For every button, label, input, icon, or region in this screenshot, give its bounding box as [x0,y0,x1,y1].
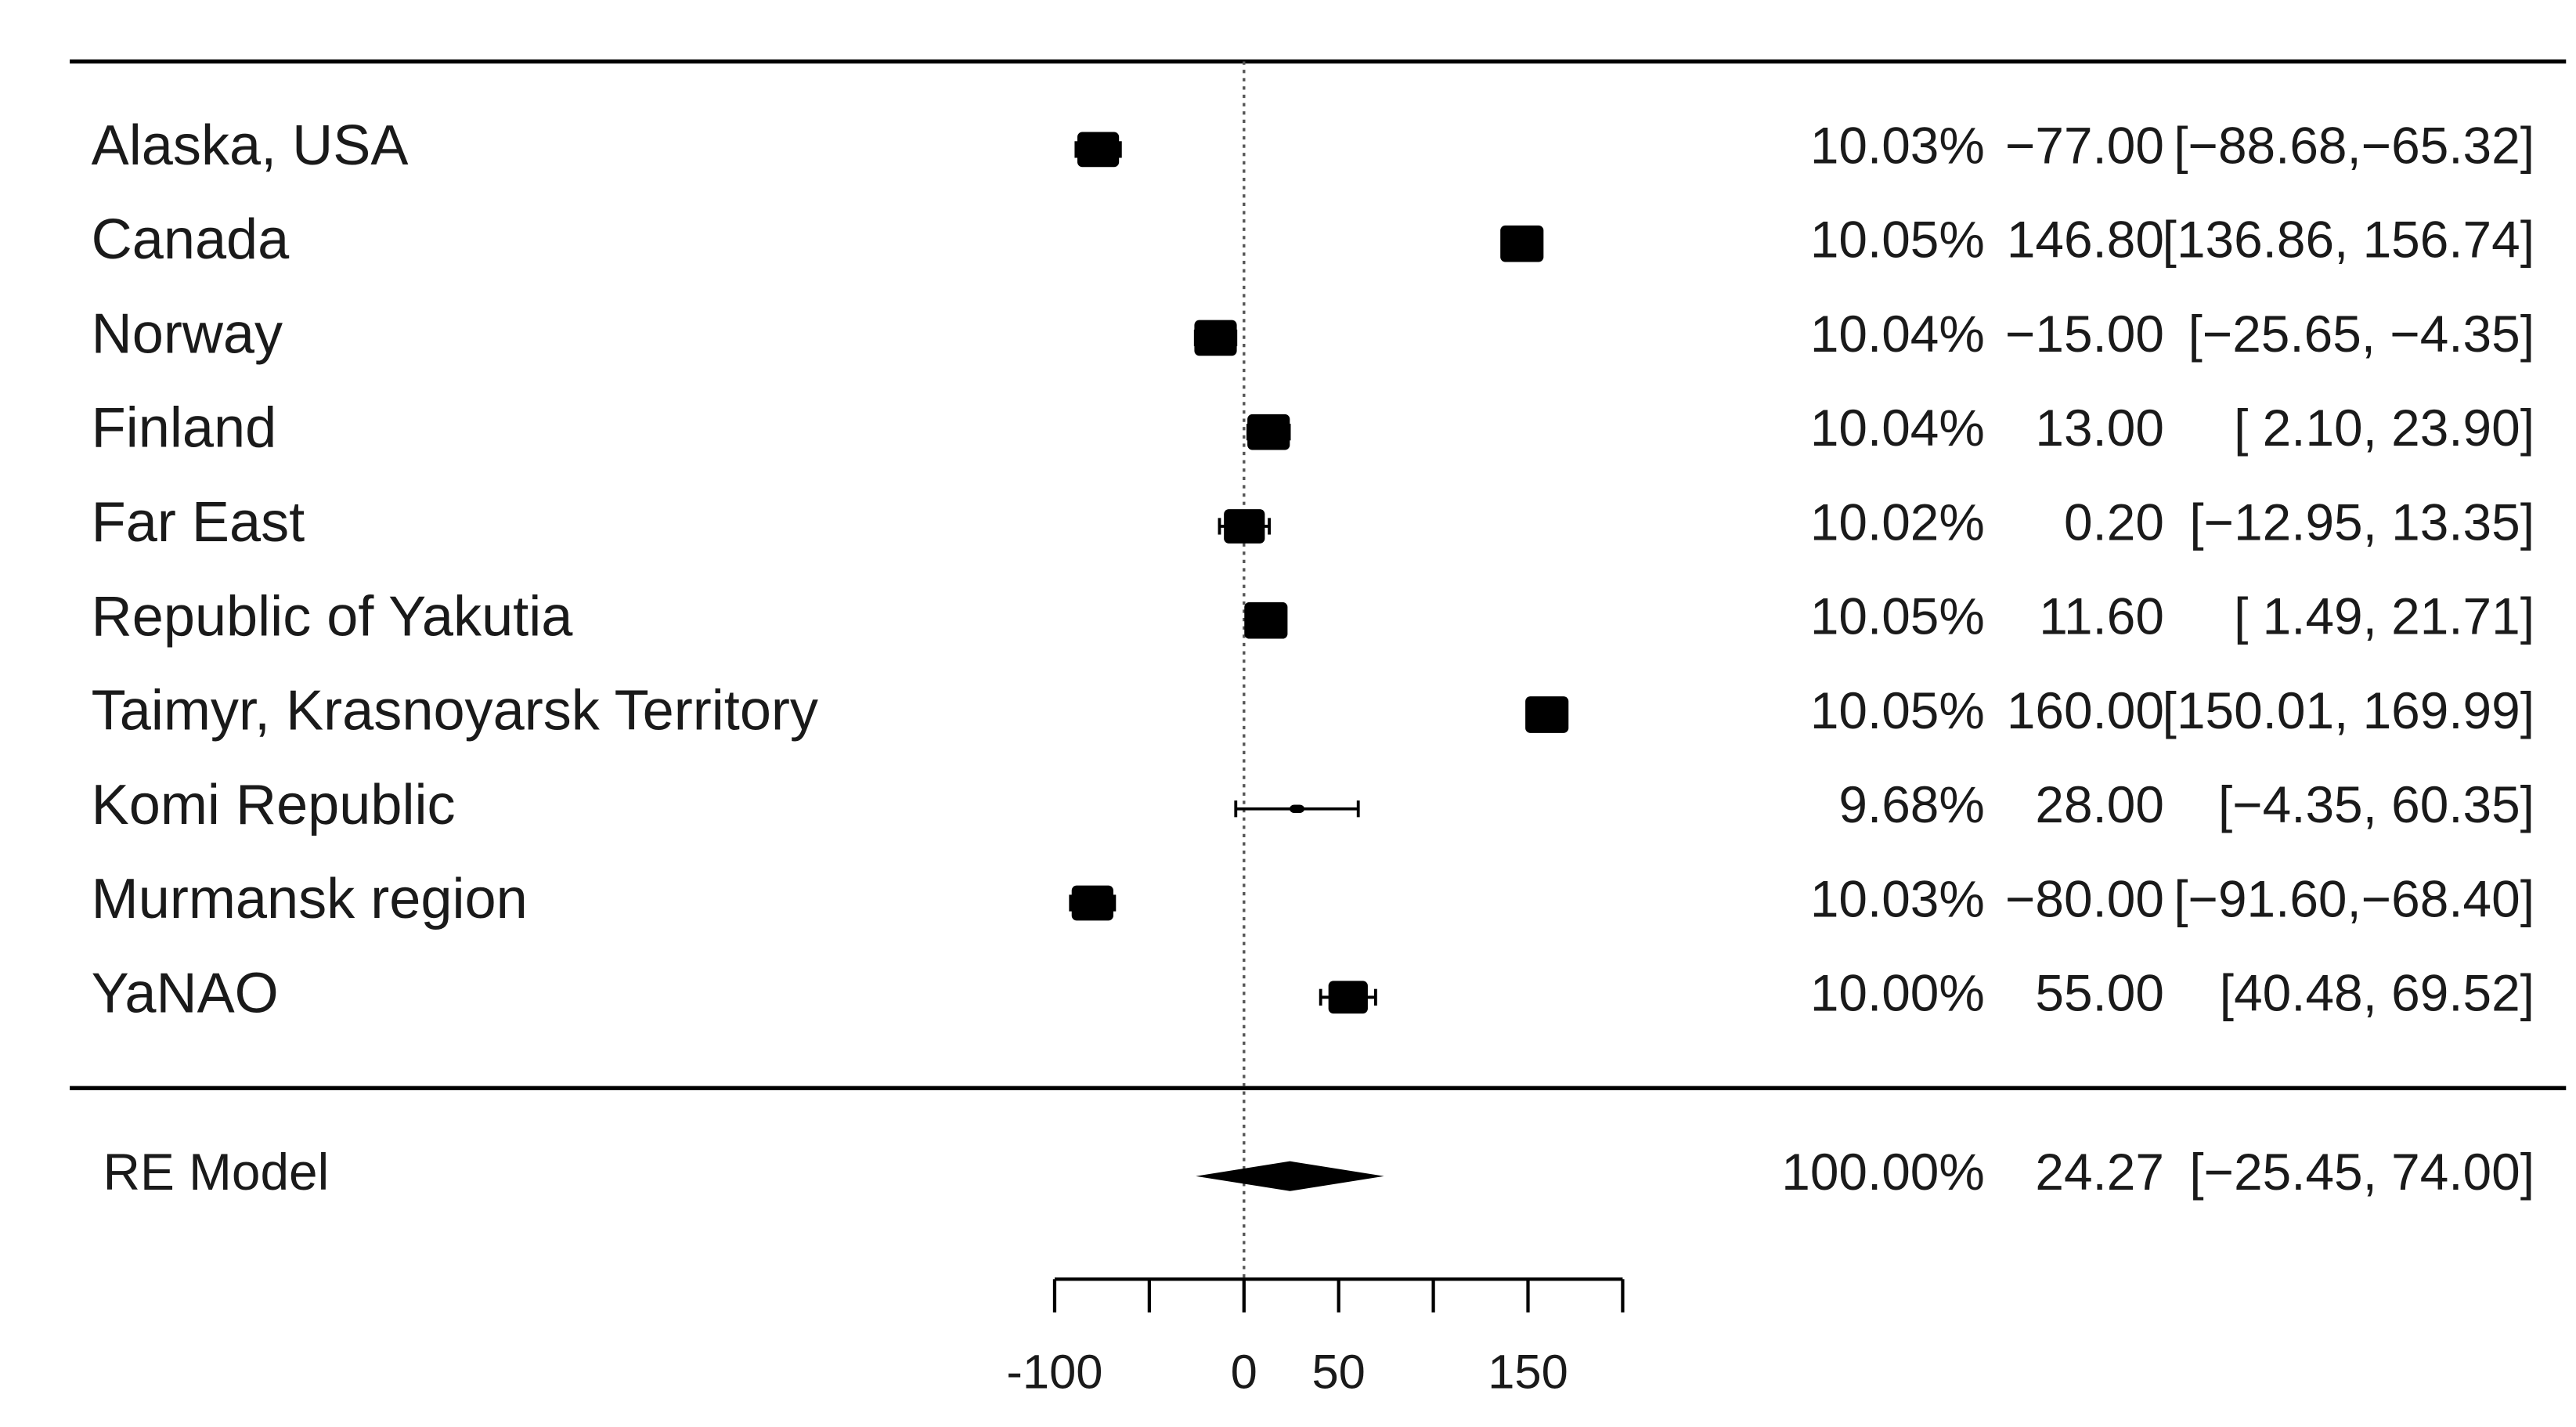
weight-label: 10.05% [1810,681,1985,739]
weight-label: 10.00% [1810,964,1985,1022]
row-label: Finland [92,397,277,460]
estimate-label: 0.20 [2064,493,2164,551]
ci-label: [ 1.49, 21.71] [2234,587,2535,645]
row-label: Alaska, USA [92,114,409,177]
estimate-box [1247,414,1290,450]
row-label: Taimyr, Krasnoyarsk Territory [92,680,818,742]
weight-label: 10.03% [1810,869,1985,927]
row-label: Murmansk region [92,868,528,930]
weight-label: 9.68% [1838,775,1984,833]
estimate-label: −77.00 [2005,116,2164,174]
estimate-box [1500,225,1544,262]
summary-diamond [1196,1161,1384,1191]
ci-label: [−91.60,−68.40] [2174,869,2535,927]
ci-label: [−88.68,−65.32] [2174,116,2535,174]
estimate-label: 13.00 [2035,399,2164,457]
estimate-box [1525,696,1569,733]
ci-label: [150.01, 169.99] [2163,681,2535,739]
ci-label: [−12.95, 13.35] [2189,493,2535,551]
row-label: YaNAO [92,962,279,1024]
weight-label: 100.00% [1781,1143,1985,1201]
weight-label: 10.03% [1810,116,1985,174]
estimate-label: 160.00 [2007,681,2164,739]
weight-label: 10.05% [1810,211,1985,269]
x-tick-label: -100 [1006,1345,1102,1399]
estimate-box [1077,132,1120,168]
ci-label: [−4.35, 60.35] [2218,775,2535,833]
estimate-box [1289,804,1305,814]
weight-label: 10.02% [1810,493,1985,551]
estimate-label: 55.00 [2035,964,2164,1022]
estimate-box [1244,602,1288,639]
x-tick-label: 0 [1231,1345,1257,1399]
estimate-box [1071,885,1113,921]
estimate-label: 146.80 [2007,211,2164,269]
ci-label: [40.48, 69.52] [2220,964,2535,1022]
ci-label: [−25.45, 74.00] [2189,1143,2535,1201]
weight-label: 10.05% [1810,587,1985,645]
row-label: Norway [92,302,283,365]
estimate-label: 28.00 [2035,775,2164,833]
row-label: Canada [92,208,290,271]
row-label: Far East [92,491,305,554]
row-label: Komi Republic [92,774,456,836]
ci-label: [−25.65, −4.35] [2188,305,2535,363]
estimate-box [1328,981,1368,1014]
x-tick-label: 150 [1488,1345,1568,1399]
row-label: RE Model [103,1143,330,1201]
ci-label: [ 2.10, 23.90] [2234,399,2535,457]
estimate-label: 11.60 [2039,587,2164,645]
weight-label: 10.04% [1810,305,1985,363]
estimate-label: −80.00 [2005,869,2164,927]
ci-label: [136.86, 156.74] [2163,211,2535,269]
estimate-label: −15.00 [2005,305,2164,363]
estimate-box [1224,509,1265,544]
estimate-label: 24.27 [2035,1143,2164,1201]
estimate-box [1194,320,1237,356]
row-label: Republic of Yakutia [92,585,574,648]
x-tick-label: 50 [1311,1345,1365,1399]
weight-label: 10.04% [1810,399,1985,457]
